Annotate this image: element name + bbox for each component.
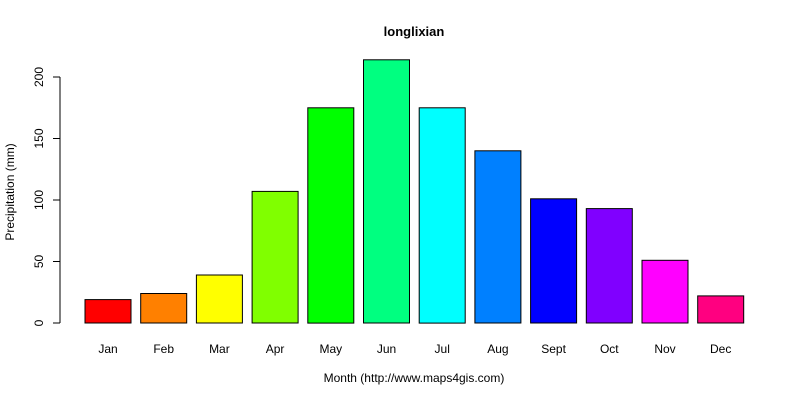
y-tick-label-100: 100 [32,190,46,210]
x-category-label-dec: Dec [710,342,731,356]
y-tick-label-200: 200 [32,67,46,87]
x-category-label-jun: Jun [377,342,396,356]
chart-title: longlixian [384,24,445,39]
bar-apr [251,190,299,324]
bar-oct [585,208,633,324]
x-category-label-oct: Oct [600,342,619,356]
bar-series [84,59,745,324]
x-category-label-jul: Jul [435,342,450,356]
y-tick-label-0: 0 [32,319,46,326]
bar-nov [641,259,689,324]
bar-may [307,107,355,324]
bar-mar [195,274,243,324]
x-category-label-aug: Aug [487,342,508,356]
x-category-label-jan: Jan [98,342,117,356]
y-axis: 0 50 100 150 200 [32,67,61,326]
x-category-label-apr: Apr [266,342,285,356]
bar-sept [530,198,578,324]
x-category-label-nov: Nov [654,342,675,356]
bar-jan [84,299,132,324]
bar-jul [418,107,466,324]
x-axis-category-labels: Jan Feb Mar Apr May Jun Jul Aug Sept Oct Nov Dec [98,342,731,356]
bar-dec [697,295,745,324]
y-tick-label-50: 50 [32,255,46,269]
bar-aug [474,150,522,324]
x-category-label-feb: Feb [153,342,174,356]
x-axis-label: Month (http://www.maps4gis.com) [324,371,505,385]
x-category-label-may: May [319,342,342,356]
y-tick-label-150: 150 [32,128,46,148]
bar-jun [363,59,410,324]
y-axis-label: Precipitation (mm) [3,143,17,240]
bar-feb [140,293,188,324]
x-category-label-mar: Mar [209,342,230,356]
x-category-label-sept: Sept [541,342,566,356]
